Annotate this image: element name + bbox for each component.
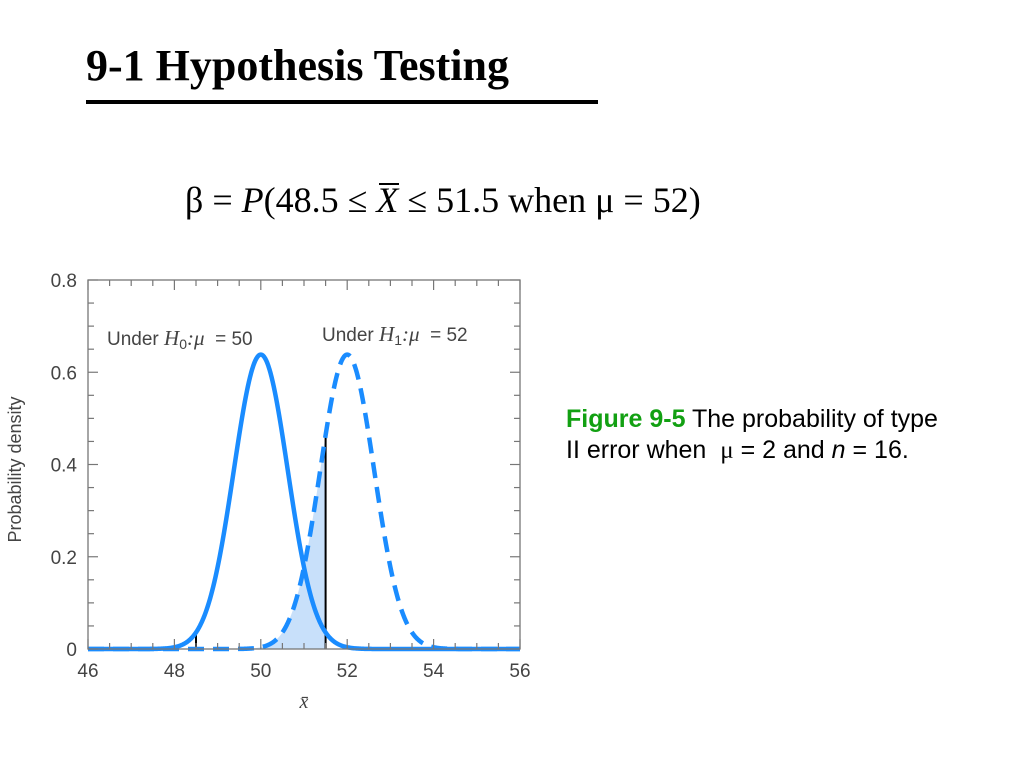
y-tick-label: 0.8 bbox=[51, 271, 77, 292]
formula-lhs: β = bbox=[185, 180, 242, 220]
caption-n: n bbox=[831, 436, 846, 465]
x-tick-label: 54 bbox=[423, 661, 445, 682]
x-tick-label: 52 bbox=[337, 661, 358, 682]
caption-text-2: = 2 and bbox=[733, 436, 832, 465]
y-tick-label: 0.4 bbox=[51, 456, 78, 477]
title-underline bbox=[86, 100, 598, 104]
x-axis-label: x̄ bbox=[299, 691, 309, 713]
beta-formula: β = P(48.5 ≤ X ≤ 51.5 when μ = 52) bbox=[185, 182, 701, 218]
annotation-h1: Under H1:μ = 52 bbox=[322, 322, 468, 348]
formula-mu: μ bbox=[595, 180, 615, 220]
formula-middle: ≤ 51.5 when bbox=[398, 180, 596, 220]
formula-open: (48.5 ≤ bbox=[263, 180, 377, 220]
y-tick-label: 0.6 bbox=[51, 363, 77, 384]
caption-figure-number: Figure 9-5 bbox=[566, 405, 686, 433]
caption-mu: μ bbox=[720, 437, 734, 465]
plot-content bbox=[86, 352, 522, 652]
axes: 46 48 50 52 54 56 0 0.2 0.4 0.6 0.8 bbox=[51, 271, 531, 682]
x-tick-label: 48 bbox=[164, 661, 185, 682]
annotation-h0: Under H0:μ = 50 bbox=[107, 326, 253, 352]
y-tick-label: 0 bbox=[66, 640, 77, 661]
x-tick-label: 56 bbox=[509, 661, 530, 682]
caption-text-1: The probability of type II error when bbox=[566, 405, 945, 465]
formula-xbar: X bbox=[376, 180, 400, 220]
slide-title: 9-1 Hypothesis Testing bbox=[86, 41, 509, 90]
caption-text-3: = 16. bbox=[845, 436, 909, 465]
y-tick-label: 0.2 bbox=[51, 548, 77, 569]
x-tick-label: 50 bbox=[250, 661, 271, 682]
y-axis-label: Probability density bbox=[5, 396, 25, 542]
formula-p: P bbox=[241, 180, 264, 220]
normal-distributions-chart: 46 48 50 52 54 56 0 0.2 0.4 0.6 0.8 Probability de… bbox=[5, 271, 531, 713]
beta-shaded-region bbox=[196, 435, 326, 649]
x-tick-label: 46 bbox=[77, 661, 98, 682]
figure-caption: Figure 9-5 The probability of type II er… bbox=[566, 404, 946, 467]
formula-end: = 52) bbox=[614, 180, 701, 220]
